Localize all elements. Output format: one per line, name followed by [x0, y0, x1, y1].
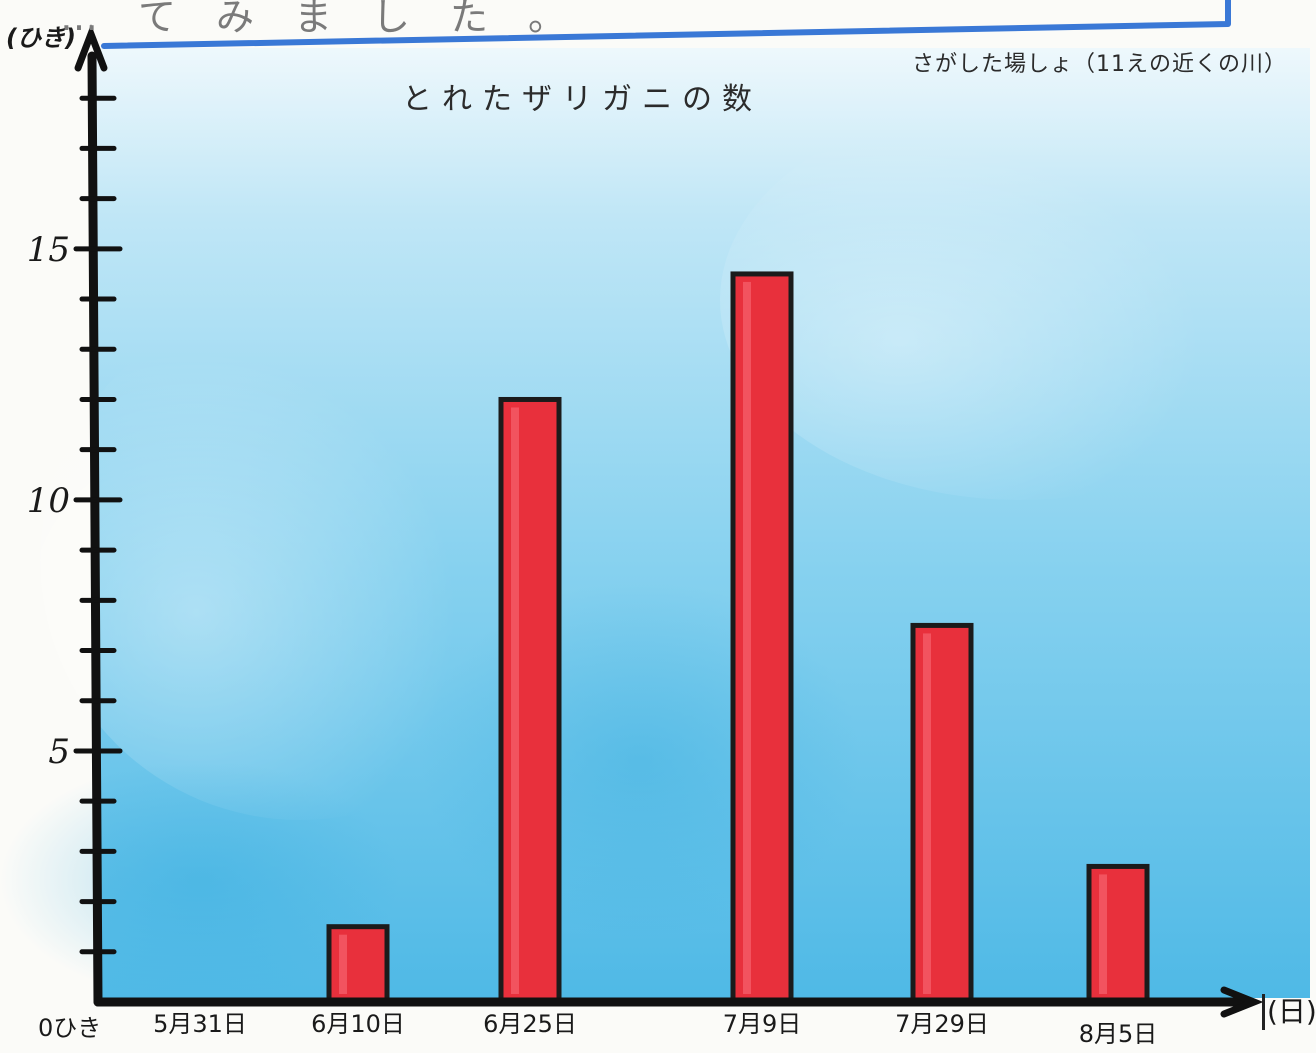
bar-2 — [326, 924, 390, 1005]
y-tick-label: 5 — [48, 732, 70, 772]
y-axis-unit-label: (ひき) — [6, 24, 76, 52]
watercolor-light-patch — [720, 100, 1316, 500]
top-handwritten-text: …てみました。 — [60, 0, 607, 39]
x-tick-label: 7月9日 — [723, 1010, 802, 1038]
bar-3 — [498, 396, 562, 1005]
watercolor-light-patch — [40, 300, 560, 820]
x-axis-unit-label: (日) — [1262, 994, 1316, 1030]
bar-crayon-highlight — [743, 281, 751, 994]
y-tick-label: 15 — [27, 230, 70, 270]
chart-title: とれたザリガニの数 — [402, 82, 762, 117]
x-tick-label: 6月25日 — [483, 1010, 577, 1038]
y-tick-label: 10 — [27, 481, 70, 521]
bar-crayon-highlight — [923, 633, 931, 994]
bar-6 — [1086, 863, 1150, 1005]
bar-4 — [730, 271, 794, 1005]
x-tick-label: 7月29日 — [895, 1010, 989, 1038]
y-zero-label: 0ひき — [38, 1014, 101, 1042]
location-note: さがした場しょ（11えの近くの川） — [912, 52, 1287, 77]
bar-5 — [910, 622, 974, 1005]
bar-crayon-highlight — [1099, 874, 1107, 994]
axes-layer — [73, 24, 1264, 1018]
x-axis-arrow — [1220, 986, 1264, 1018]
top-box-border — [101, 0, 1231, 49]
x-tick-label: 5月31日 — [153, 1010, 247, 1038]
labels-layer: 5 10 15 0ひき 5月31日 6月10日 6月25日 7月9日 7月29日 8月5日 — [27, 230, 1158, 1048]
x-tick-label: 8月5日 — [1079, 1020, 1158, 1048]
y-axis-arrow — [74, 24, 108, 72]
x-tick-label: 6月10日 — [311, 1010, 405, 1038]
bar-crayon-highlight — [339, 934, 347, 994]
watercolor-dark-patch — [420, 580, 860, 940]
bar-crayon-highlight — [511, 407, 519, 994]
y-axis-line — [87, 51, 103, 1007]
